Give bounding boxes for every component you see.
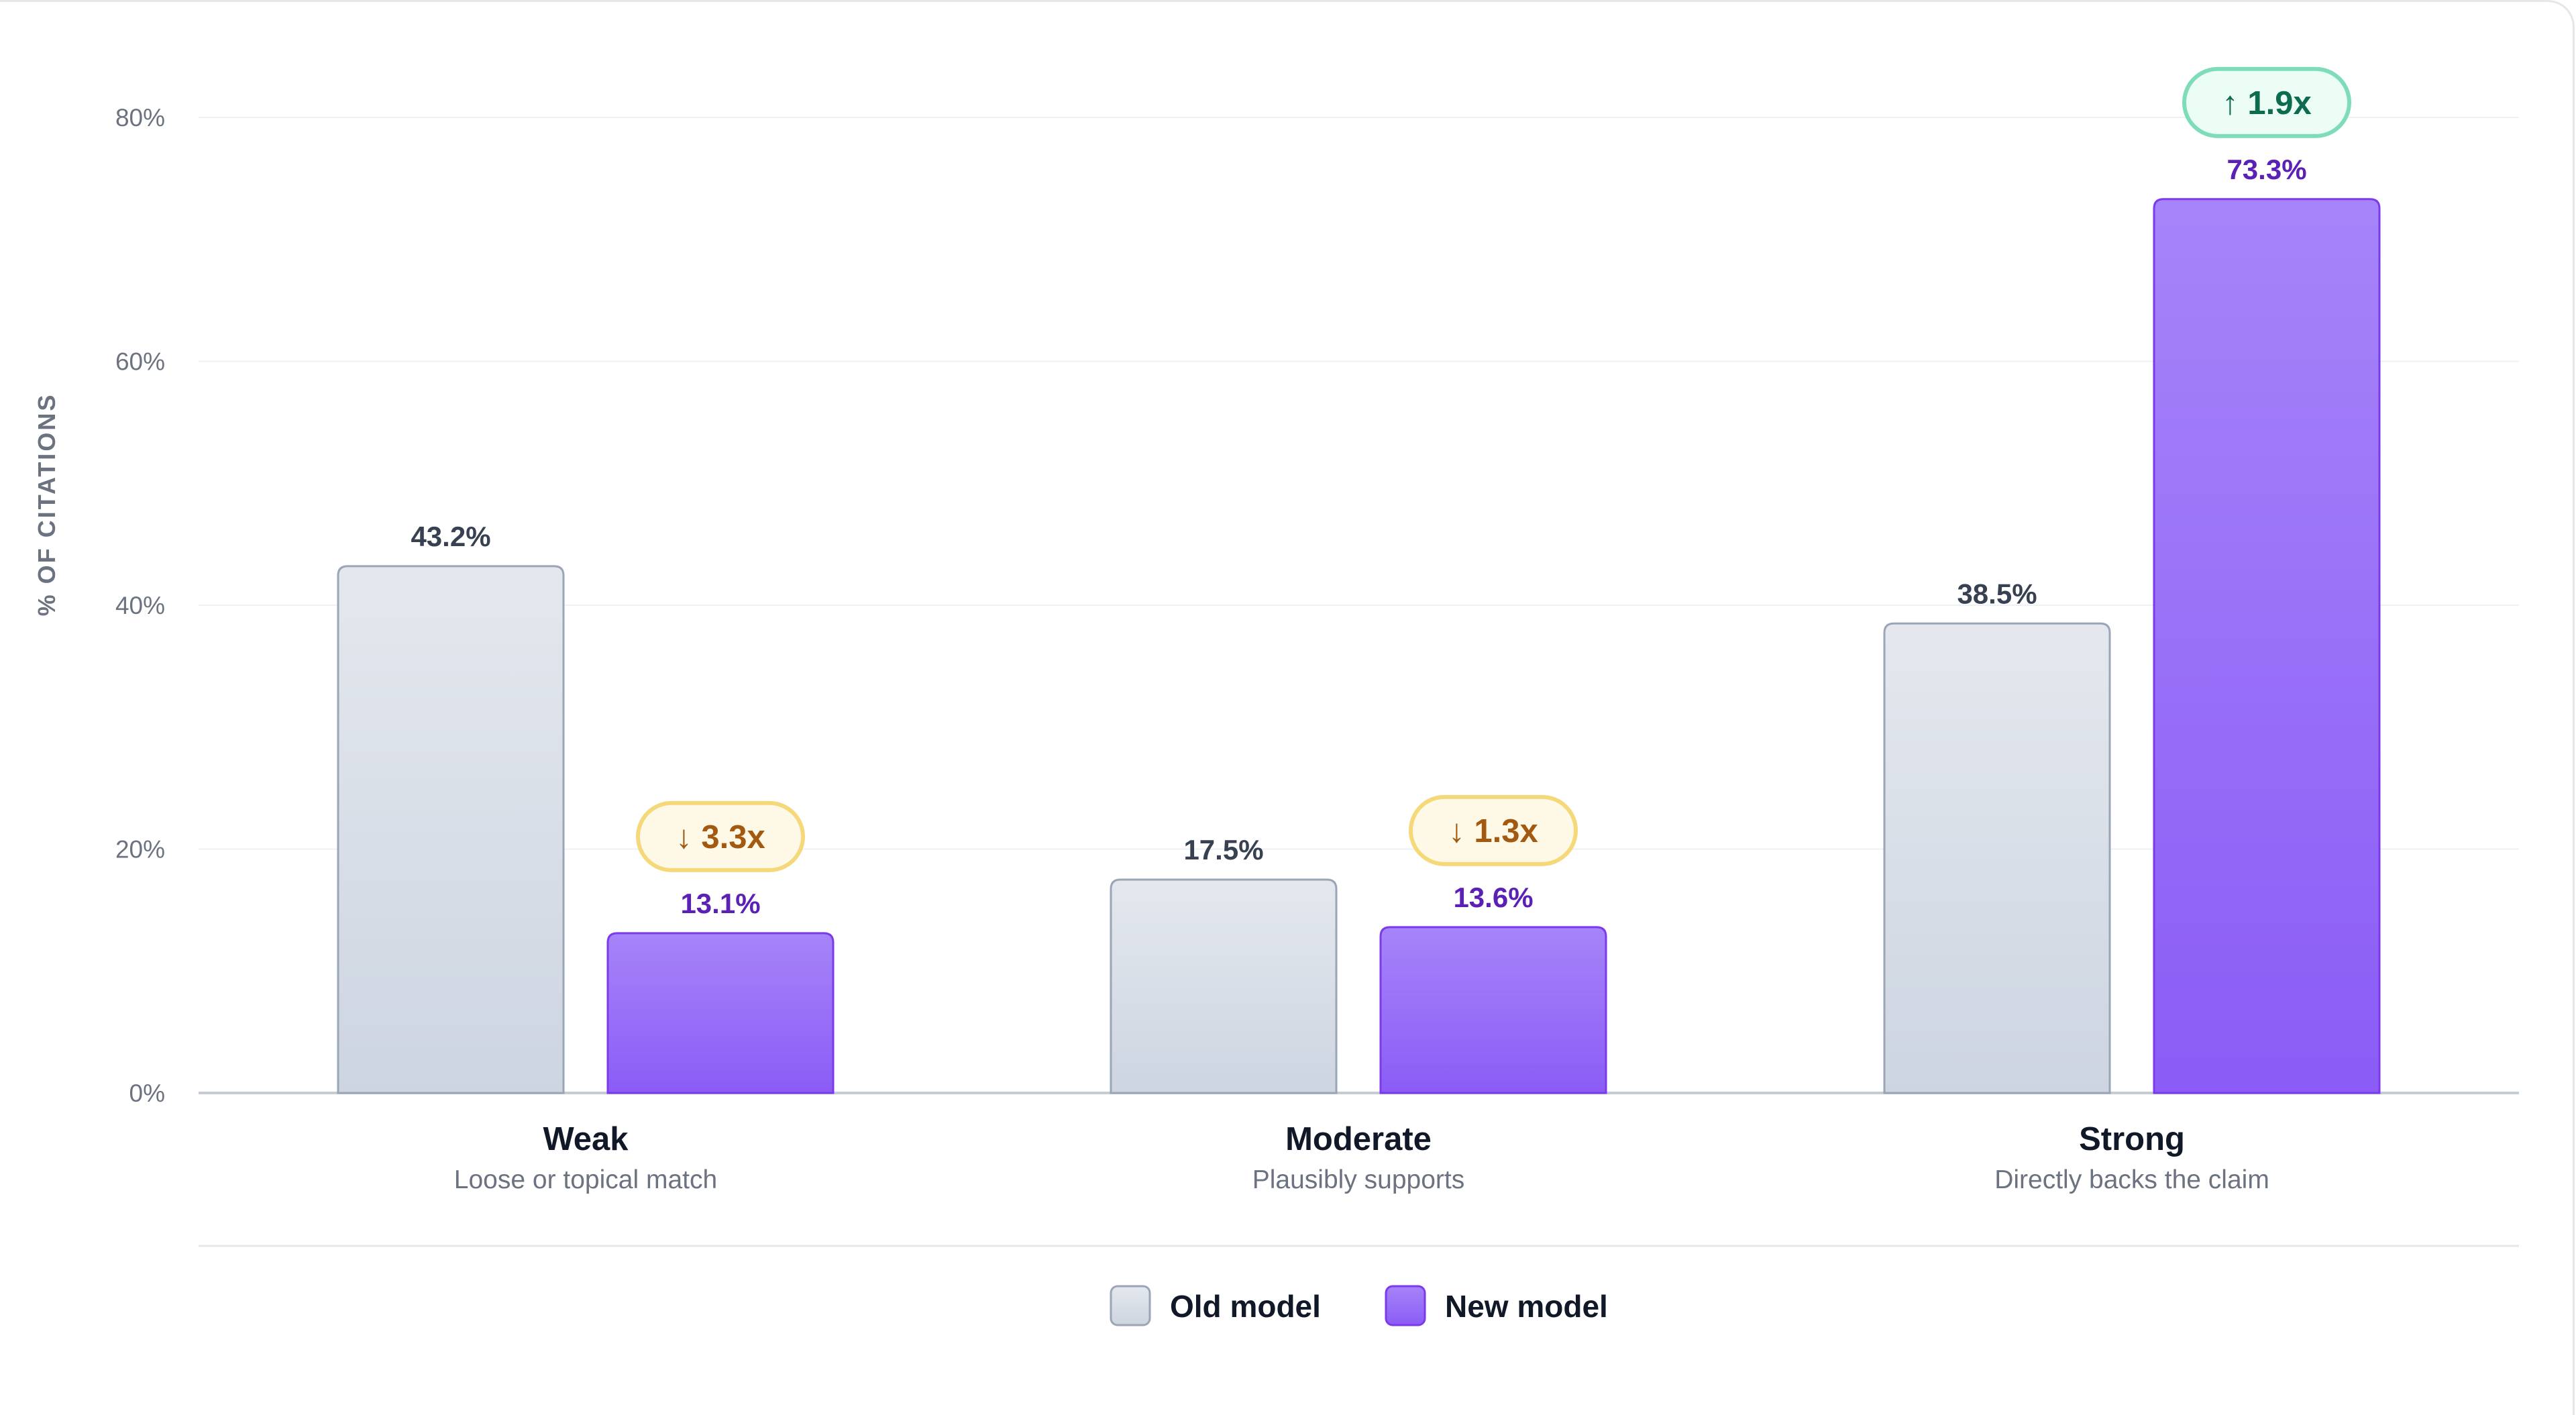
bar-strong-new-model[interactable] xyxy=(2153,198,2381,1094)
badge-label: ↓ 3.3x xyxy=(676,819,765,855)
bar-value-label: 38.5% xyxy=(1957,578,2037,609)
bars: 43.2% 13.1% ↓ 3.3x 17.5% 13.6% ↓ 1.3x 38.5% 73.… xyxy=(337,66,2381,1094)
bar-moderate-new-model[interactable] xyxy=(1379,926,1607,1094)
bar-value-label: 13.1% xyxy=(680,888,760,919)
y-axis: % OF CITATIONS 0% 20% 40% 60% 80% xyxy=(33,104,165,1107)
category-label: Strong xyxy=(2079,1121,2185,1157)
y-tick-label: 60% xyxy=(115,348,165,376)
category-label: Weak xyxy=(543,1121,629,1157)
legend-label[interactable]: Old model xyxy=(1170,1289,1321,1324)
bar-weak-new-model[interactable] xyxy=(606,932,835,1094)
y-tick-label: 0% xyxy=(129,1080,165,1107)
y-tick-label: 40% xyxy=(115,592,165,619)
category-sublabel: Directly backs the claim xyxy=(1994,1165,2269,1194)
category-label: Moderate xyxy=(1285,1121,1432,1157)
y-axis-title: % OF CITATIONS xyxy=(33,393,60,617)
bar-strong-old-model[interactable] xyxy=(1883,622,2111,1094)
legend-swatch-old-model[interactable] xyxy=(1110,1285,1151,1326)
badge-label: ↑ 1.9x xyxy=(2222,85,2311,121)
bar-value-label: 73.3% xyxy=(2226,154,2306,185)
bar-value-label: 17.5% xyxy=(1183,834,1263,866)
category-sublabel: Plausibly supports xyxy=(1252,1165,1465,1194)
decrease-badge xyxy=(1409,794,1578,866)
bar-value-label: 43.2% xyxy=(411,521,490,552)
bar-moderate-old-model[interactable] xyxy=(1110,878,1338,1094)
increase-badge xyxy=(2182,66,2351,138)
decrease-badge xyxy=(636,800,805,872)
category-labels: Weak Loose or topical match Moderate Plausi… xyxy=(454,1121,2269,1194)
bar-weak-old-model[interactable] xyxy=(337,565,565,1094)
bar-value-label: 13.6% xyxy=(1453,882,1533,913)
y-tick-label: 20% xyxy=(115,836,165,863)
badge-label: ↓ 1.3x xyxy=(1448,813,1538,849)
legend: Old model New model xyxy=(1110,1285,1608,1326)
gridlines xyxy=(199,117,2519,1094)
legend-label[interactable]: New model xyxy=(1445,1289,1608,1324)
y-tick-label: 80% xyxy=(115,104,165,132)
category-sublabel: Loose or topical match xyxy=(454,1165,717,1194)
legend-swatch-new-model[interactable] xyxy=(1385,1285,1426,1326)
